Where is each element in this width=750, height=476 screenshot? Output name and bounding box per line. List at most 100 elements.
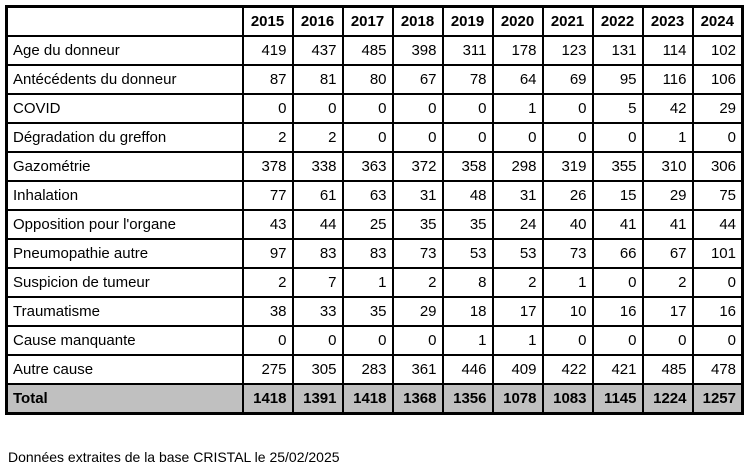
- value-cell: 0: [691, 325, 744, 356]
- value-cell: 31: [491, 180, 544, 211]
- value-cell: 75: [691, 180, 744, 211]
- total-row-label: Total: [5, 383, 244, 415]
- value-cell: 0: [441, 93, 494, 124]
- value-cell: 1: [441, 325, 494, 356]
- total-value-cell: 1078: [491, 383, 544, 415]
- value-cell: 0: [391, 122, 444, 153]
- total-value-cell: 1145: [591, 383, 644, 415]
- value-cell: 0: [641, 325, 694, 356]
- value-cell: 97: [241, 238, 294, 269]
- value-cell: 81: [291, 64, 344, 95]
- value-cell: 43: [241, 209, 294, 240]
- value-cell: 10: [541, 296, 594, 327]
- value-cell: 0: [691, 122, 744, 153]
- value-cell: 2: [241, 267, 294, 298]
- value-cell: 0: [541, 325, 594, 356]
- table-body: Age du donneur 419 437 485 398 311 178 123 131 11…: [5, 35, 744, 385]
- total-value-cell: 1418: [341, 383, 394, 415]
- year-header: 2022: [591, 5, 644, 37]
- total-value-cell: 1224: [641, 383, 694, 415]
- value-cell: 40: [541, 209, 594, 240]
- total-value-cell: 1391: [291, 383, 344, 415]
- row-label: Dégradation du greffon: [5, 122, 244, 153]
- year-header: 2020: [491, 5, 544, 37]
- value-cell: 298: [491, 151, 544, 182]
- value-cell: 1: [541, 267, 594, 298]
- row-label: Gazométrie: [5, 151, 244, 182]
- row-label: Opposition pour l'organe: [5, 209, 244, 240]
- value-cell: 0: [391, 325, 444, 356]
- value-cell: 44: [691, 209, 744, 240]
- table-row: Antécédents du donneur 87 81 80 67 78 64 69 95 11…: [5, 64, 744, 95]
- table-row: Opposition pour l'organe 43 44 25 35 35 24 40 41…: [5, 209, 744, 240]
- value-cell: 338: [291, 151, 344, 182]
- row-label: Pneumopathie autre: [5, 238, 244, 269]
- value-cell: 358: [441, 151, 494, 182]
- row-label: Traumatisme: [5, 296, 244, 327]
- data-table: 2015 2016 2017 2018 2019 2020 2021 2022 2023 2024…: [5, 5, 744, 415]
- data-source-note: Données extraites de la base CRISTAL le …: [8, 449, 340, 465]
- value-cell: 24: [491, 209, 544, 240]
- value-cell: 419: [241, 35, 294, 66]
- value-cell: 0: [491, 122, 544, 153]
- value-cell: 310: [641, 151, 694, 182]
- value-cell: 123: [541, 35, 594, 66]
- table-row: Age du donneur 419 437 485 398 311 178 123 131 11…: [5, 35, 744, 66]
- value-cell: 0: [691, 267, 744, 298]
- value-cell: 0: [541, 93, 594, 124]
- value-cell: 18: [441, 296, 494, 327]
- value-cell: 31: [391, 180, 444, 211]
- value-cell: 1: [341, 267, 394, 298]
- value-cell: 319: [541, 151, 594, 182]
- year-header: 2019: [441, 5, 494, 37]
- value-cell: 372: [391, 151, 444, 182]
- year-header: 2018: [391, 5, 444, 37]
- value-cell: 116: [641, 64, 694, 95]
- value-cell: 53: [491, 238, 544, 269]
- value-cell: 42: [641, 93, 694, 124]
- value-cell: 16: [591, 296, 644, 327]
- value-cell: 2: [291, 122, 344, 153]
- value-cell: 17: [641, 296, 694, 327]
- value-cell: 0: [241, 93, 294, 124]
- value-cell: 83: [291, 238, 344, 269]
- value-cell: 2: [241, 122, 294, 153]
- value-cell: 0: [591, 267, 644, 298]
- value-cell: 26: [541, 180, 594, 211]
- year-header: 2023: [641, 5, 694, 37]
- value-cell: 0: [541, 122, 594, 153]
- value-cell: 0: [441, 122, 494, 153]
- value-cell: 7: [291, 267, 344, 298]
- value-cell: 275: [241, 354, 294, 385]
- value-cell: 102: [691, 35, 744, 66]
- value-cell: 17: [491, 296, 544, 327]
- value-cell: 67: [391, 64, 444, 95]
- row-label: Suspicion de tumeur: [5, 267, 244, 298]
- value-cell: 83: [341, 238, 394, 269]
- value-cell: 114: [641, 35, 694, 66]
- value-cell: 398: [391, 35, 444, 66]
- value-cell: 69: [541, 64, 594, 95]
- year-header: 2015: [241, 5, 294, 37]
- table-row: Suspicion de tumeur 2 7 1 2 8 2 1 0 2 0: [5, 267, 744, 298]
- value-cell: 355: [591, 151, 644, 182]
- table-row: COVID 0 0 0 0 0 1 0 5 42 29: [5, 93, 744, 124]
- value-cell: 446: [441, 354, 494, 385]
- row-label: Cause manquante: [5, 325, 244, 356]
- table-row: Gazométrie 378 338 363 372 358 298 319 355 310 306: [5, 151, 744, 182]
- value-cell: 63: [341, 180, 394, 211]
- value-cell: 48: [441, 180, 494, 211]
- value-cell: 64: [491, 64, 544, 95]
- table-row: Inhalation 77 61 63 31 48 31 26 15 29 75: [5, 180, 744, 211]
- value-cell: 16: [691, 296, 744, 327]
- value-cell: 283: [341, 354, 394, 385]
- value-cell: 35: [441, 209, 494, 240]
- value-cell: 106: [691, 64, 744, 95]
- value-cell: 80: [341, 64, 394, 95]
- value-cell: 35: [391, 209, 444, 240]
- value-cell: 2: [391, 267, 444, 298]
- value-cell: 77: [241, 180, 294, 211]
- value-cell: 44: [291, 209, 344, 240]
- value-cell: 15: [591, 180, 644, 211]
- value-cell: 485: [641, 354, 694, 385]
